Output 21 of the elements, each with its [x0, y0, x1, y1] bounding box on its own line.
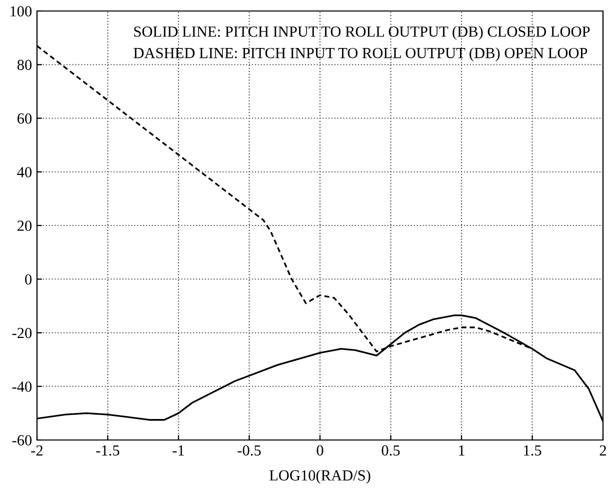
y-tick-label: 0: [25, 274, 32, 285]
x-tick-label: 2: [600, 445, 606, 456]
x-axis-title: LOG10(RAD/S): [270, 470, 370, 484]
y-tick-label: 60: [18, 113, 32, 124]
y-tick-label: 20: [18, 220, 32, 231]
x-tick-label: 1.5: [524, 445, 542, 456]
y-tick-label: 40: [17, 167, 32, 178]
x-tick-label: -1.5: [96, 445, 120, 456]
x-tick-label: 0: [316, 445, 324, 456]
y-tick-label: -40: [12, 382, 32, 392]
y-tick-label: -20: [12, 328, 32, 338]
annotation: SOLID LINE: PITCH INPUT TO ROLL OUTPUT (DB) CLOSED LOOP: [134, 26, 590, 40]
y-tick-label: 80: [17, 60, 32, 70]
annotation: DASHED LINE: PITCH INPUT TO ROLL OUTPUT (DB) OPEN LOOP: [134, 47, 588, 62]
x-tick-label: 1: [459, 445, 464, 456]
x-tick-label: -0.5: [238, 445, 261, 456]
y-tick-label: 100: [10, 6, 32, 16]
x-tick-label: -1: [172, 445, 184, 456]
x-tick-label: -2: [31, 445, 43, 456]
y-tick-label: -60: [12, 435, 32, 446]
x-tick-label: 0.5: [382, 445, 400, 456]
